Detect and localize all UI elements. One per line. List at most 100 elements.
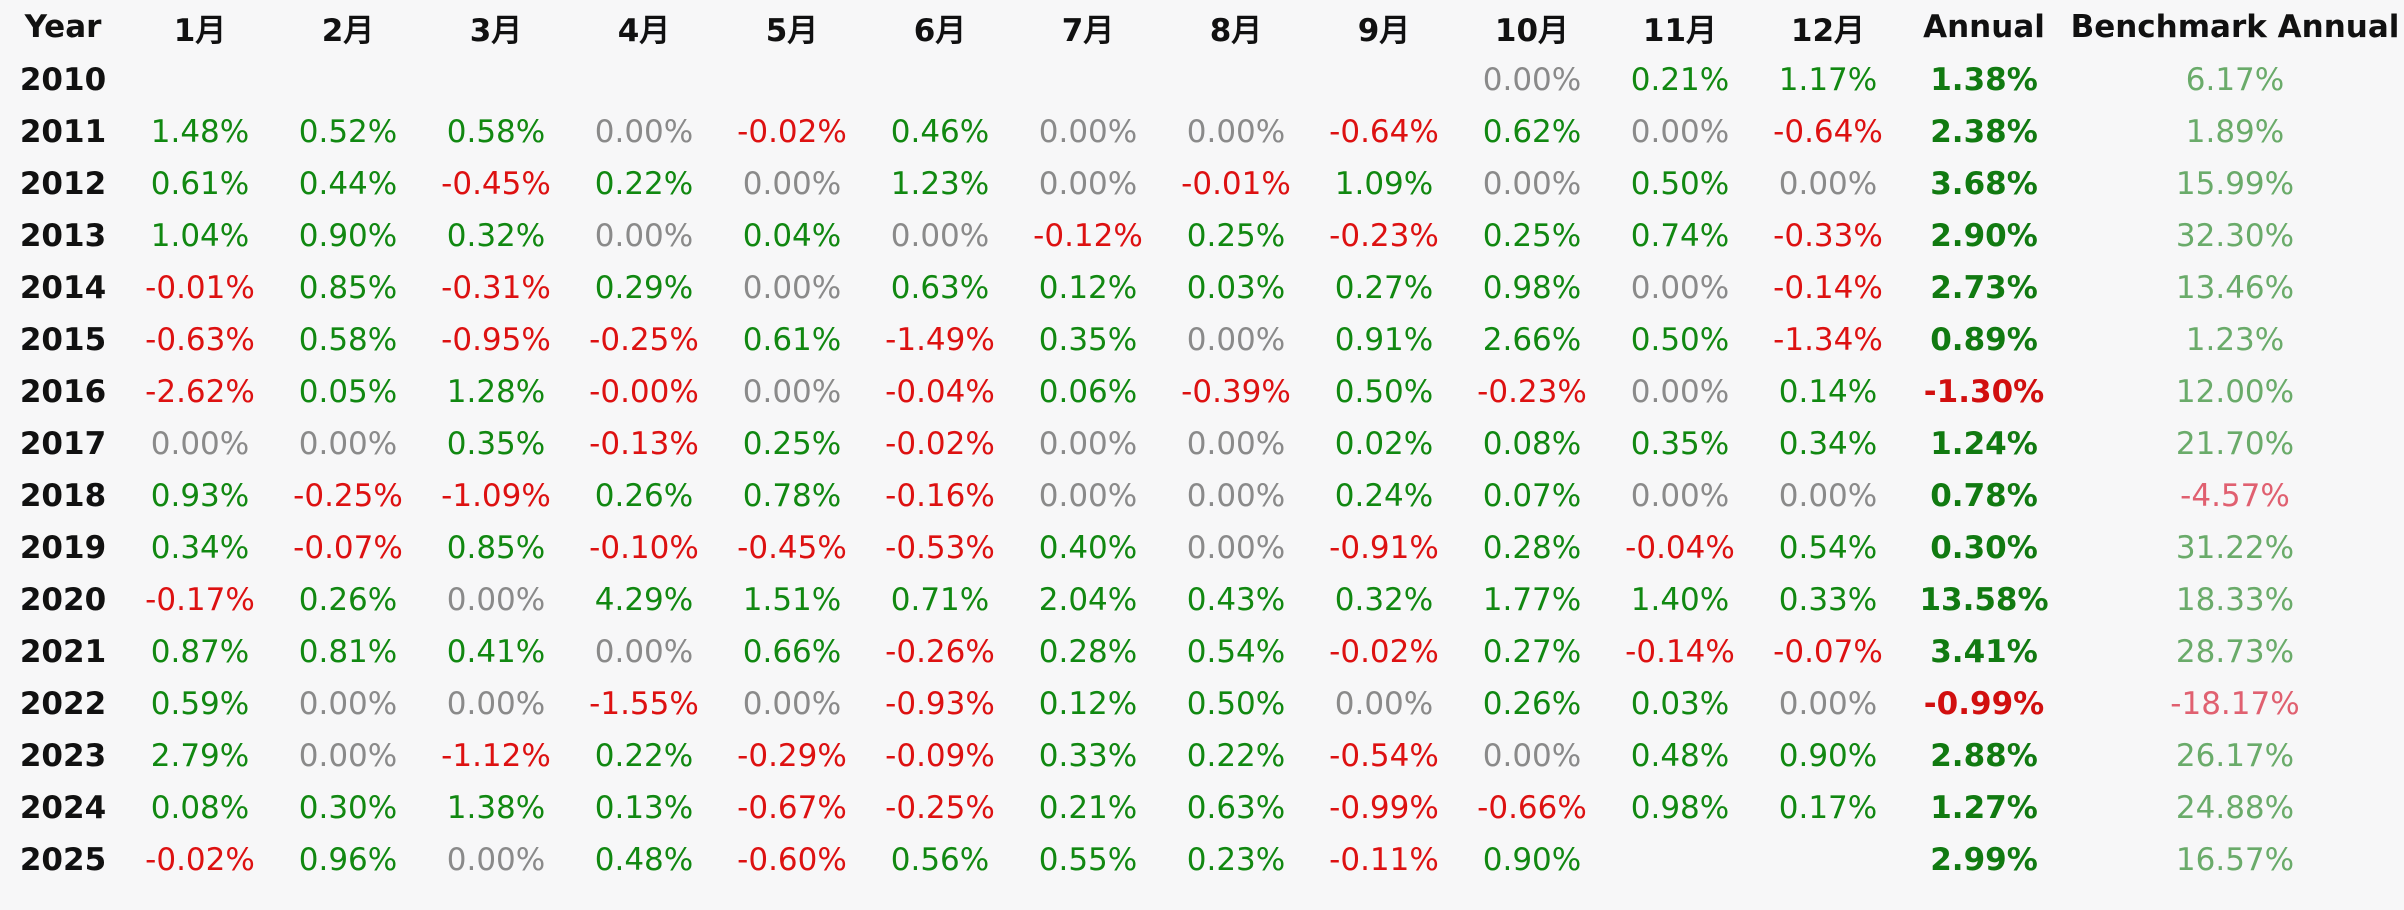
monthly-return-cell: 2.04% xyxy=(1038,582,1138,618)
monthly-return-cell: 0.50% xyxy=(1186,686,1286,722)
annual-return-cell: 2.73% xyxy=(1930,270,2038,306)
monthly-return-cell: 0.00% xyxy=(1778,478,1878,514)
benchmark-annual-cell: 24.88% xyxy=(2175,790,2295,826)
monthly-return-cell xyxy=(718,54,866,106)
monthly-return-cell: 0.34% xyxy=(1778,426,1878,462)
monthly-return-cell: 0.25% xyxy=(742,426,842,462)
monthly-return-cell: 1.51% xyxy=(742,582,842,618)
monthly-return-cell: -0.11% xyxy=(1329,842,1439,878)
monthly-return-cell: 0.00% xyxy=(1038,478,1138,514)
annual-return-cell: -0.99% xyxy=(1923,686,2045,722)
benchmark-annual-cell: 15.99% xyxy=(2175,166,2295,202)
monthly-return-cell xyxy=(126,54,274,106)
monthly-return-cell: -0.07% xyxy=(293,530,403,566)
column-header-month: 5月 xyxy=(765,12,819,49)
monthly-return-cell: -0.54% xyxy=(1329,738,1439,774)
monthly-return-cell: 0.66% xyxy=(742,634,842,670)
benchmark-annual-cell: 12.00% xyxy=(2175,374,2295,410)
monthly-return-cell: 0.32% xyxy=(1334,582,1434,618)
monthly-return-cell: 0.90% xyxy=(1482,842,1582,878)
table-header: Year 1月 2月 3月 4月 5月 6月 7月 8月 9月 10月 11月 12月 Annual Be… xyxy=(0,0,2404,54)
monthly-return-cell: -0.16% xyxy=(885,478,995,514)
monthly-return-cell: 0.48% xyxy=(1630,738,1730,774)
monthly-return-cell: -0.66% xyxy=(1477,790,1587,826)
table-body: 2010 0.00% 0.21% 1.17% 1.38% 6.17% 2011 1.48% 0.… xyxy=(0,54,2404,886)
monthly-return-cell: 0.03% xyxy=(1186,270,1286,306)
monthly-return-cell: 0.63% xyxy=(890,270,990,306)
monthly-return-cell: 0.02% xyxy=(1334,426,1434,462)
monthly-return-cell: 0.07% xyxy=(1482,478,1582,514)
year-cell: 2024 xyxy=(19,790,107,826)
table-row: 2022 0.59% 0.00% 0.00% -1.55% 0.00% -0.93% 0.12… xyxy=(0,678,2404,730)
year-cell: 2022 xyxy=(19,686,107,722)
monthly-return-cell: -1.49% xyxy=(885,322,995,358)
monthly-return-cell: 0.00% xyxy=(1186,114,1286,150)
monthly-return-cell: 0.50% xyxy=(1334,374,1434,410)
monthly-return-cell: 0.13% xyxy=(594,790,694,826)
monthly-return-cell: 0.61% xyxy=(150,166,250,202)
column-header-month: 4月 xyxy=(617,12,671,49)
monthly-return-cell xyxy=(1014,54,1162,106)
monthly-return-cell: 0.00% xyxy=(1186,426,1286,462)
monthly-return-cell: -0.64% xyxy=(1329,114,1439,150)
monthly-return-cell: 0.58% xyxy=(446,114,546,150)
monthly-return-cell: -0.29% xyxy=(737,738,847,774)
year-cell: 2011 xyxy=(19,114,107,150)
table-row: 2015 -0.63% 0.58% -0.95% -0.25% 0.61% -1.49% 0.… xyxy=(0,314,2404,366)
monthly-return-cell: 0.61% xyxy=(742,322,842,358)
monthly-return-cell: 0.00% xyxy=(446,686,546,722)
benchmark-annual-cell: 1.23% xyxy=(2185,322,2285,358)
monthly-return-cell: 0.90% xyxy=(298,218,398,254)
monthly-return-cell: 0.00% xyxy=(742,374,842,410)
monthly-return-cell: 0.00% xyxy=(742,686,842,722)
monthly-return-cell: -0.02% xyxy=(737,114,847,150)
table-row: 2023 2.79% 0.00% -1.12% 0.22% -0.29% -0.09% 0.3… xyxy=(0,730,2404,782)
table-row: 2018 0.93% -0.25% -1.09% 0.26% 0.78% -0.16% 0.0… xyxy=(0,470,2404,522)
monthly-return-cell: 0.00% xyxy=(1630,270,1730,306)
monthly-return-cell: 0.14% xyxy=(1778,374,1878,410)
monthly-return-cell: 0.08% xyxy=(150,790,250,826)
monthly-return-cell: 0.21% xyxy=(1038,790,1138,826)
monthly-return-cell: 0.05% xyxy=(298,374,398,410)
monthly-return-cell: 1.38% xyxy=(446,790,546,826)
monthly-return-cell: -0.31% xyxy=(441,270,551,306)
monthly-return-cell: 0.35% xyxy=(446,426,546,462)
monthly-return-cell: 0.50% xyxy=(1630,322,1730,358)
monthly-return-cell: 0.78% xyxy=(742,478,842,514)
monthly-return-cell: 0.34% xyxy=(150,530,250,566)
annual-return-cell: 0.30% xyxy=(1930,530,2038,566)
monthly-return-cell: 0.55% xyxy=(1038,842,1138,878)
monthly-return-cell: 0.25% xyxy=(1482,218,1582,254)
benchmark-annual-cell: 28.73% xyxy=(2175,634,2295,670)
monthly-return-cell: 2.66% xyxy=(1482,322,1582,358)
monthly-return-cell: 0.00% xyxy=(446,582,546,618)
monthly-return-cell: -0.04% xyxy=(1625,530,1735,566)
table-row: 2021 0.87% 0.81% 0.41% 0.00% 0.66% -0.26% 0.28%… xyxy=(0,626,2404,678)
annual-return-cell: 1.38% xyxy=(1930,62,2038,98)
monthly-return-cell: 1.17% xyxy=(1778,62,1878,98)
monthly-return-cell: 0.85% xyxy=(298,270,398,306)
monthly-return-cell: -1.55% xyxy=(589,686,699,722)
monthly-return-cell: 0.00% xyxy=(1778,686,1878,722)
monthly-return-cell xyxy=(274,54,422,106)
monthly-return-cell: 0.71% xyxy=(890,582,990,618)
table-row: 2012 0.61% 0.44% -0.45% 0.22% 0.00% 1.23% 0.00%… xyxy=(0,158,2404,210)
table-row: 2019 0.34% -0.07% 0.85% -0.10% -0.45% -0.53% 0.… xyxy=(0,522,2404,574)
monthly-return-cell: 0.00% xyxy=(1482,166,1582,202)
monthly-return-cell: -0.91% xyxy=(1329,530,1439,566)
monthly-return-cell: -0.53% xyxy=(885,530,995,566)
year-cell: 2020 xyxy=(19,582,107,618)
monthly-return-cell: 0.85% xyxy=(446,530,546,566)
monthly-return-cell xyxy=(422,54,570,106)
annual-return-cell: -1.30% xyxy=(1923,374,2045,410)
monthly-return-cell: 0.81% xyxy=(298,634,398,670)
column-header-month: 3月 xyxy=(469,12,523,49)
column-header-month: 7月 xyxy=(1061,12,1115,49)
monthly-return-cell: -0.26% xyxy=(885,634,995,670)
benchmark-annual-cell: 1.89% xyxy=(2185,114,2285,150)
monthly-return-cell: 0.28% xyxy=(1038,634,1138,670)
monthly-return-cell: 0.12% xyxy=(1038,686,1138,722)
year-cell: 2021 xyxy=(19,634,107,670)
monthly-return-cell xyxy=(1310,54,1458,106)
monthly-return-cell: 0.54% xyxy=(1186,634,1286,670)
